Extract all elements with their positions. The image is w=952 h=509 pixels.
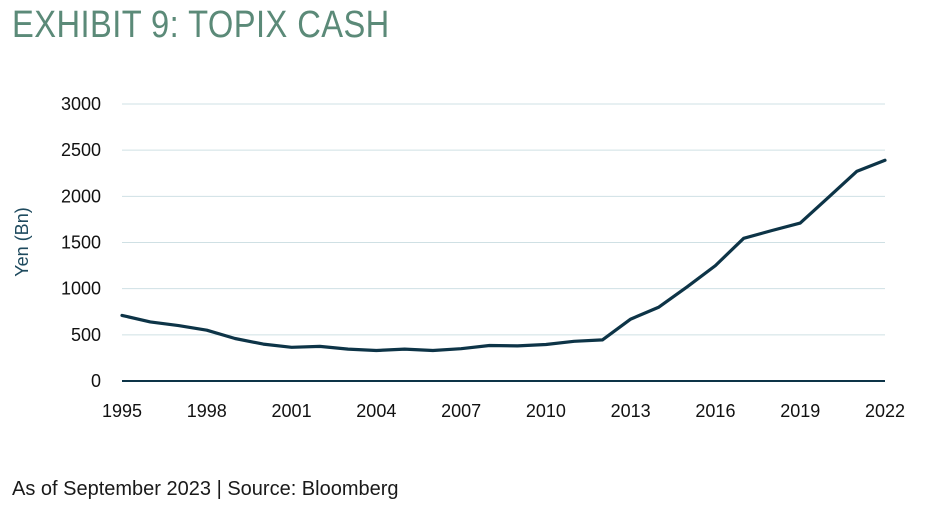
x-tick-label: 2022: [865, 401, 905, 421]
source-note: As of September 2023 | Source: Bloomberg: [12, 478, 399, 500]
x-tick-label: 2016: [695, 401, 735, 421]
x-tick-label: 1995: [102, 401, 142, 421]
x-tick-label: 2007: [441, 401, 481, 421]
y-axis-ticks: 0 500 1000 1500 2000 2500 3000: [61, 94, 101, 391]
y-axis-label: Yen (Bn): [12, 207, 32, 276]
series-group: [120, 158, 887, 353]
x-tick-label: 2001: [272, 401, 312, 421]
gridlines: [122, 103, 885, 336]
y-tick-label: 1000: [61, 279, 101, 299]
x-tick-label: 2010: [526, 401, 566, 421]
chart-title: EXHIBIT 9: TOPIX CASH: [12, 4, 390, 46]
series-line: [120, 158, 887, 353]
x-tick-label: 1998: [187, 401, 227, 421]
y-tick-label: 0: [91, 371, 101, 391]
x-axis-ticks: 1995 1998 2001 2004 2007 2010 2013 2016 2019 2022: [102, 401, 905, 421]
x-tick-label: 2013: [611, 401, 651, 421]
x-tick-label: 2019: [780, 401, 820, 421]
y-tick-label: 3000: [61, 94, 101, 114]
y-tick-label: 500: [71, 325, 101, 345]
y-tick-label: 2500: [61, 140, 101, 160]
y-tick-label: 1500: [61, 233, 101, 253]
y-tick-label: 2000: [61, 186, 101, 206]
x-tick-label: 2004: [356, 401, 396, 421]
